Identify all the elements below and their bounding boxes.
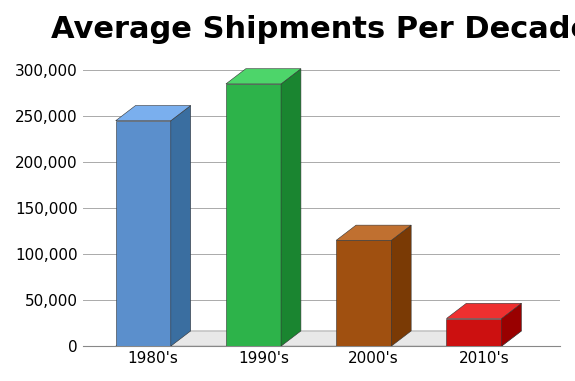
Polygon shape: [336, 240, 392, 346]
Polygon shape: [501, 303, 522, 346]
Polygon shape: [446, 319, 501, 346]
Polygon shape: [226, 84, 281, 346]
Polygon shape: [226, 69, 301, 84]
Polygon shape: [116, 121, 171, 346]
Polygon shape: [446, 303, 522, 319]
Polygon shape: [116, 331, 522, 346]
Polygon shape: [336, 225, 411, 240]
Polygon shape: [392, 225, 411, 346]
Polygon shape: [171, 106, 191, 346]
Polygon shape: [116, 106, 191, 121]
Title: Average Shipments Per Decade: Average Shipments Per Decade: [51, 15, 575, 44]
Polygon shape: [281, 69, 301, 346]
